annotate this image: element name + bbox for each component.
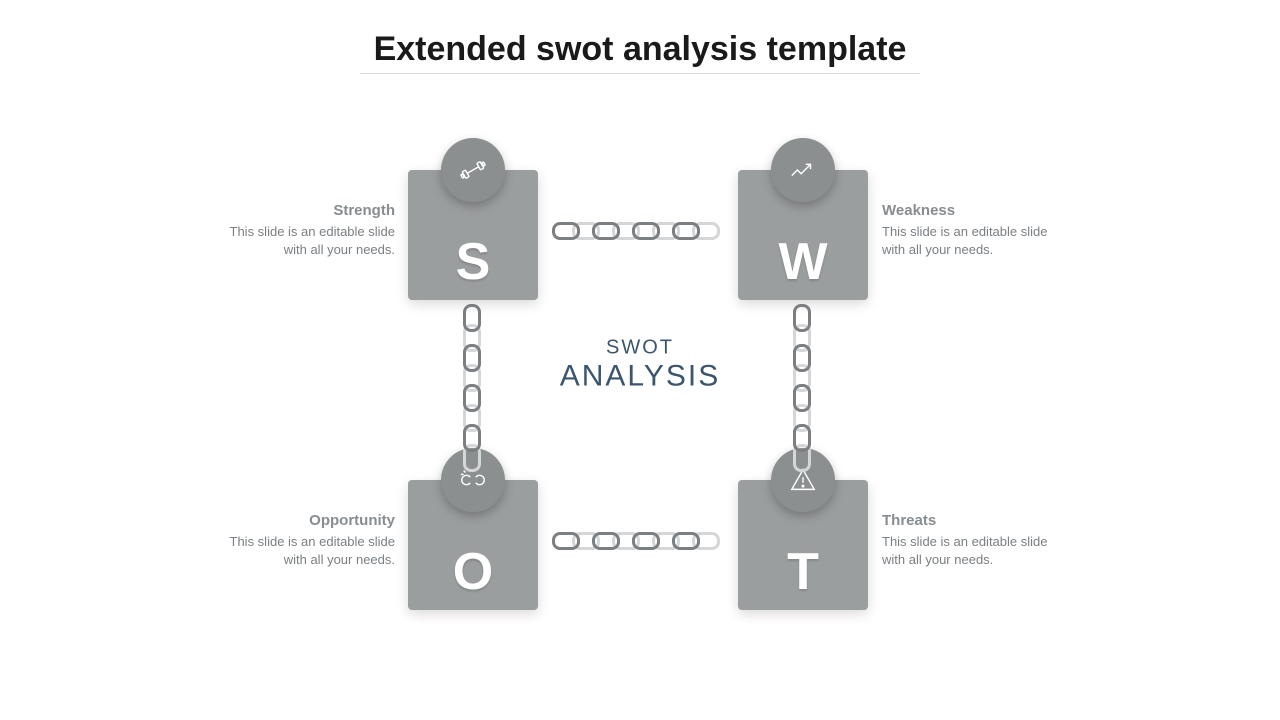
chain-link bbox=[793, 304, 811, 332]
caption-body: This slide is an editable slide with all… bbox=[882, 533, 1072, 569]
tile-opportunity: O bbox=[408, 480, 538, 610]
chain-link bbox=[463, 424, 481, 452]
chain-link bbox=[552, 532, 580, 550]
chain-link bbox=[552, 222, 580, 240]
chain-link bbox=[672, 532, 700, 550]
chain-link bbox=[632, 222, 660, 240]
chain-link bbox=[463, 344, 481, 372]
chain-top bbox=[556, 222, 716, 240]
caption-strength: Strength This slide is an editable slide… bbox=[205, 200, 395, 259]
chain-right bbox=[793, 308, 811, 468]
tile-letter: W bbox=[778, 232, 827, 292]
trend-up-icon bbox=[771, 138, 835, 202]
tile-letter: T bbox=[787, 542, 819, 602]
chain-link bbox=[793, 424, 811, 452]
chain-link bbox=[793, 384, 811, 412]
tile-letter: S bbox=[456, 232, 491, 292]
caption-body: This slide is an editable slide with all… bbox=[205, 533, 395, 569]
caption-title: Strength bbox=[205, 200, 395, 221]
tile-letter: O bbox=[453, 542, 493, 602]
chain-link bbox=[632, 532, 660, 550]
chain-link bbox=[793, 344, 811, 372]
tile-threats: T bbox=[738, 480, 868, 610]
slide-title: Extended swot analysis template bbox=[0, 30, 1280, 80]
tile-weakness: W bbox=[738, 170, 868, 300]
caption-body: This slide is an editable slide with all… bbox=[205, 223, 395, 259]
caption-threats: Threats This slide is an editable slide … bbox=[882, 510, 1072, 569]
caption-weakness: Weakness This slide is an editable slide… bbox=[882, 200, 1072, 259]
caption-title: Opportunity bbox=[205, 510, 395, 531]
chain-link bbox=[672, 222, 700, 240]
chain-link bbox=[592, 222, 620, 240]
chain-left bbox=[463, 308, 481, 468]
caption-opportunity: Opportunity This slide is an editable sl… bbox=[205, 510, 395, 569]
chain-link bbox=[592, 532, 620, 550]
center-label: SWOT ANALYSIS bbox=[560, 337, 721, 394]
caption-body: This slide is an editable slide with all… bbox=[882, 223, 1072, 259]
tile-strength: S bbox=[408, 170, 538, 300]
chain-link bbox=[463, 304, 481, 332]
dumbbell-icon bbox=[441, 138, 505, 202]
center-line2: ANALYSIS bbox=[560, 360, 721, 394]
slide-stage: Extended swot analysis template SWOT ANA… bbox=[0, 0, 1280, 720]
caption-title: Threats bbox=[882, 510, 1072, 531]
center-line1: SWOT bbox=[560, 337, 721, 360]
caption-title: Weakness bbox=[882, 200, 1072, 221]
chain-link bbox=[463, 384, 481, 412]
chain-bottom bbox=[556, 532, 716, 550]
